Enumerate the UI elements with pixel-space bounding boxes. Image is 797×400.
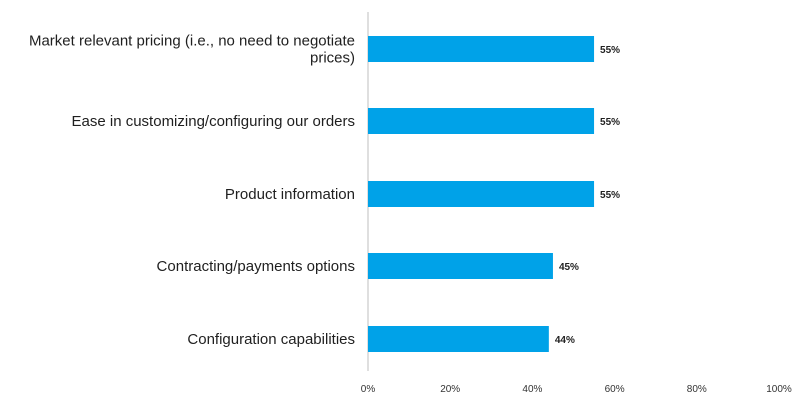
x-tick-label-40: 40% [522, 384, 542, 395]
x-tick-label-0: 0% [361, 384, 376, 395]
x-tick-label-80: 80% [687, 384, 707, 395]
bar-4 [368, 253, 553, 279]
value-label-1: 55% [600, 45, 620, 56]
x-tick-label-20: 20% [440, 384, 460, 395]
value-label-3: 55% [600, 190, 620, 201]
category-label-4: Contracting/payments options [157, 258, 355, 275]
x-tick-label-100: 100% [766, 384, 792, 395]
value-label-5: 44% [555, 335, 575, 346]
category-label-2: Ease in customizing/configuring our orde… [72, 113, 355, 130]
value-label-2: 55% [600, 117, 620, 128]
bar-3 [368, 181, 595, 207]
value-label-4: 45% [559, 262, 579, 273]
bar-5 [368, 326, 549, 352]
x-tick-label-60: 60% [605, 384, 625, 395]
category-label-3: Product information [225, 186, 355, 203]
category-label-1-line-2: prices) [310, 50, 355, 67]
category-label-5: Configuration capabilities [187, 331, 355, 348]
category-label-1-line-1: Market relevant pricing (i.e., no need t… [29, 33, 355, 50]
bar-2 [368, 108, 595, 134]
bar-1 [368, 36, 595, 62]
